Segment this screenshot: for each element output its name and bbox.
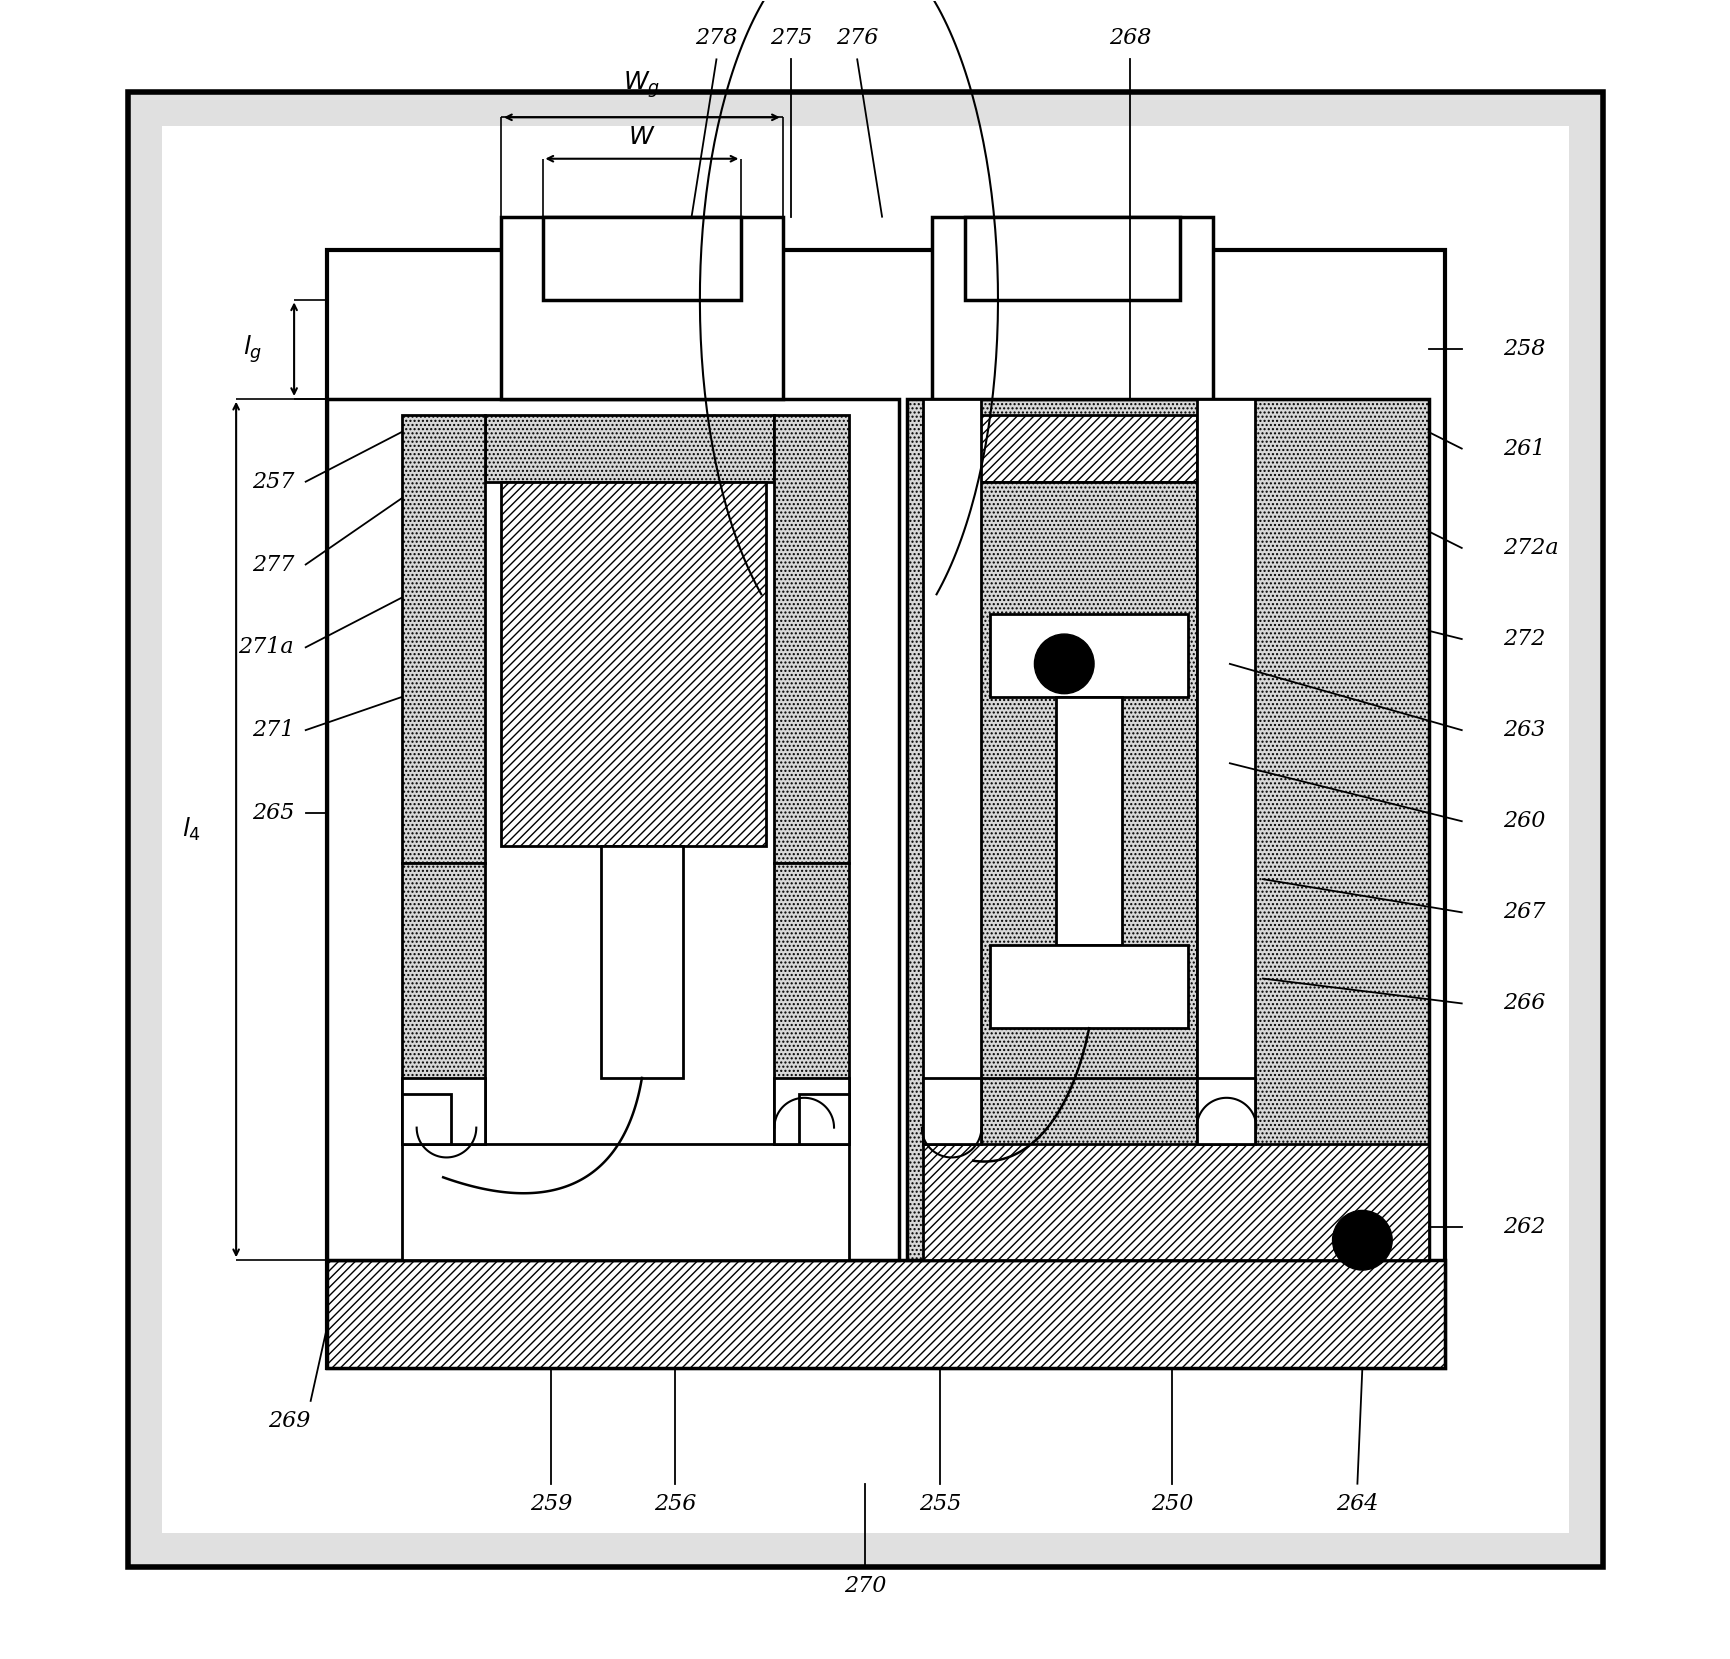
Text: 256: 256: [654, 1493, 695, 1515]
Text: 277: 277: [251, 554, 294, 576]
Text: 275: 275: [770, 27, 811, 48]
Polygon shape: [922, 1145, 1427, 1261]
Text: 265: 265: [251, 801, 294, 825]
Text: 270: 270: [844, 1576, 886, 1598]
Polygon shape: [502, 481, 766, 846]
Polygon shape: [401, 1095, 452, 1145]
Text: 278: 278: [695, 27, 737, 48]
Text: 267: 267: [1502, 901, 1545, 924]
Polygon shape: [964, 217, 1180, 300]
Text: 259: 259: [529, 1493, 571, 1515]
Text: 262: 262: [1502, 1216, 1545, 1238]
Polygon shape: [799, 1095, 848, 1145]
Circle shape: [1332, 1211, 1391, 1271]
Text: 257: 257: [251, 471, 294, 493]
Polygon shape: [327, 1261, 1445, 1367]
Text: 266: 266: [1502, 992, 1545, 1014]
Polygon shape: [931, 217, 1213, 398]
Polygon shape: [922, 415, 1195, 481]
Text: 271: 271: [251, 718, 294, 742]
Text: 271a: 271a: [239, 637, 294, 659]
Text: 276: 276: [836, 27, 877, 48]
Polygon shape: [907, 398, 1427, 1261]
Text: 263: 263: [1502, 718, 1545, 742]
Polygon shape: [939, 481, 1195, 1078]
Polygon shape: [484, 415, 773, 481]
Polygon shape: [773, 1078, 848, 1145]
Polygon shape: [502, 217, 782, 398]
Polygon shape: [401, 863, 484, 1145]
Text: 272a: 272a: [1502, 538, 1559, 559]
Polygon shape: [327, 398, 898, 1261]
Polygon shape: [1055, 697, 1121, 946]
Polygon shape: [773, 863, 848, 1145]
Polygon shape: [161, 126, 1569, 1533]
Polygon shape: [541, 217, 740, 300]
Text: 272: 272: [1502, 629, 1545, 650]
Polygon shape: [922, 398, 981, 1145]
Text: $l_g$: $l_g$: [242, 333, 263, 365]
Polygon shape: [1195, 398, 1254, 1145]
Text: 250: 250: [1150, 1493, 1192, 1515]
Polygon shape: [128, 93, 1602, 1566]
Polygon shape: [990, 614, 1189, 697]
Polygon shape: [1195, 1078, 1254, 1145]
Text: 258: 258: [1502, 338, 1545, 360]
Circle shape: [1035, 634, 1093, 693]
Polygon shape: [990, 946, 1189, 1029]
Text: $l_4$: $l_4$: [182, 816, 201, 843]
Polygon shape: [600, 846, 683, 1078]
Text: 260: 260: [1502, 810, 1545, 833]
Text: $W_g$: $W_g$: [623, 70, 661, 100]
Polygon shape: [773, 415, 848, 863]
Text: 255: 255: [919, 1493, 960, 1515]
Polygon shape: [401, 415, 484, 863]
Polygon shape: [401, 1078, 484, 1145]
Text: 269: 269: [268, 1410, 310, 1432]
Polygon shape: [401, 1145, 848, 1261]
Text: 264: 264: [1336, 1493, 1377, 1515]
Text: 261: 261: [1502, 438, 1545, 460]
Polygon shape: [327, 251, 1445, 1367]
Polygon shape: [922, 1078, 981, 1145]
Text: $W$: $W$: [628, 124, 656, 149]
Text: 268: 268: [1109, 27, 1150, 48]
